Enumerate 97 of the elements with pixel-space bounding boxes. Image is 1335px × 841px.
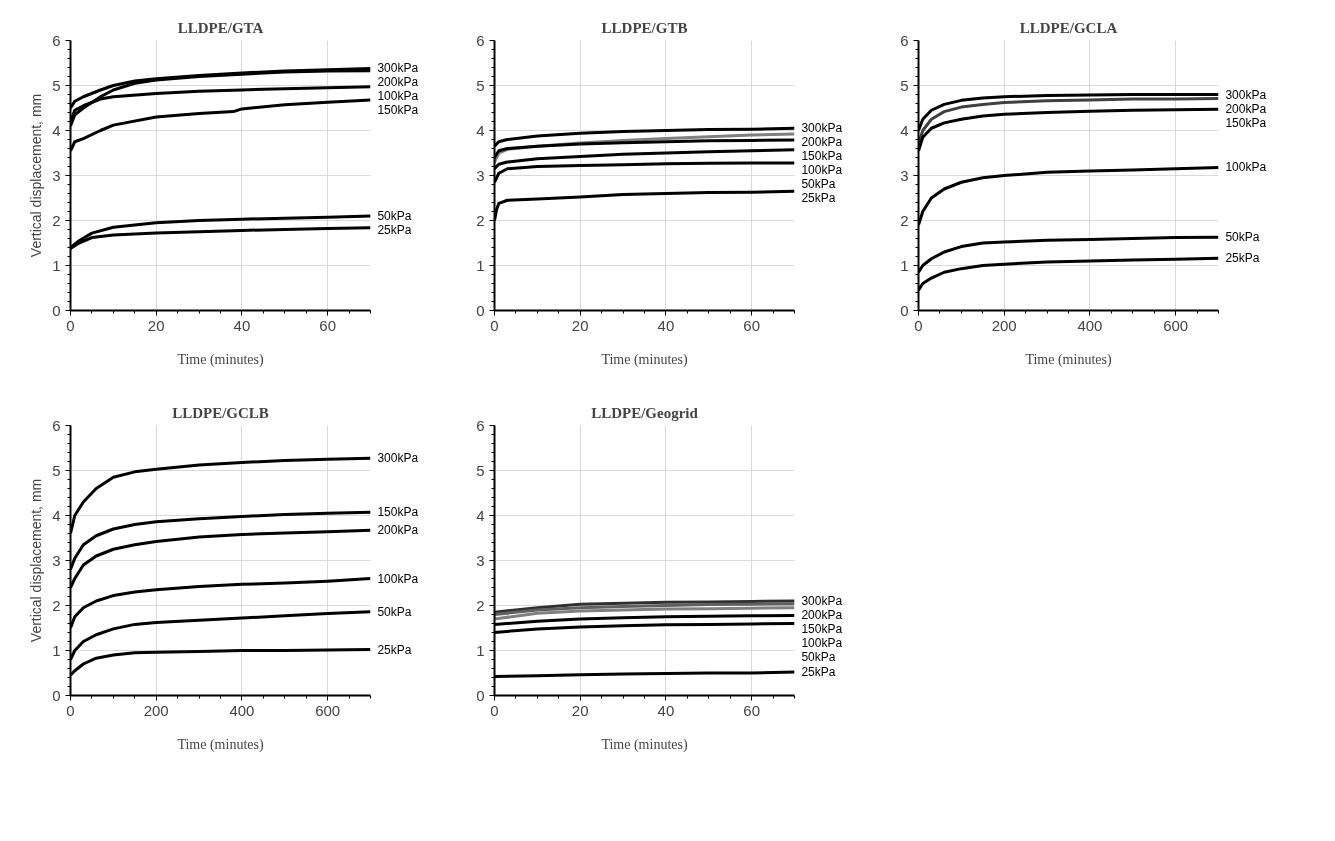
y-tick-label: 0	[900, 301, 909, 319]
x-tick-label: 0	[490, 316, 499, 334]
y-tick-label: 3	[52, 551, 61, 569]
series-label: 25kPa	[377, 223, 412, 237]
x-axis-title: Time (minutes)	[177, 351, 264, 368]
chart-title: LLDPE/Geogrid	[591, 404, 699, 421]
series-label: 200kPa	[1225, 101, 1267, 116]
x-axis-title: Time (minutes)	[1025, 351, 1112, 368]
x-tick-label: 40	[233, 316, 251, 334]
y-tick-label: 1	[52, 641, 61, 659]
x-tick-label: 20	[571, 701, 589, 719]
x-axis-title: Time (minutes)	[601, 351, 688, 368]
x-tick-label: 20	[147, 316, 165, 334]
x-tick-label: 20	[571, 316, 589, 334]
y-tick-label: 1	[52, 256, 61, 274]
series-label: 150kPa	[801, 622, 843, 636]
series-label: 200kPa	[377, 523, 419, 538]
y-tick-label: 4	[476, 506, 485, 524]
series-label: 25kPa	[801, 191, 836, 206]
x-tick-label: 0	[66, 701, 75, 719]
series-label: 200kPa	[801, 135, 843, 150]
chart-title: LLDPE/GTB	[601, 19, 688, 36]
series-label: 50kPa	[377, 209, 412, 223]
series-label: 50kPa	[801, 177, 836, 192]
y-tick-label: 5	[52, 76, 61, 94]
x-tick-label: 600	[1163, 316, 1189, 334]
chart-title: LLDPE/GCLB	[172, 404, 269, 421]
y-tick-label: 0	[52, 686, 61, 704]
x-tick-label: 60	[743, 701, 760, 719]
y-tick-label: 2	[52, 211, 61, 229]
series-label: 25kPa	[801, 665, 836, 680]
y-tick-label: 1	[900, 256, 909, 274]
series-label: 100kPa	[801, 163, 843, 178]
series-label: 25kPa	[1225, 251, 1260, 266]
series-label: 100kPa	[377, 571, 419, 586]
x-tick-label: 40	[657, 316, 675, 334]
y-tick-label: 5	[476, 76, 485, 94]
y-tick-label: 6	[900, 31, 909, 49]
y-tick-label: 0	[476, 686, 485, 704]
y-tick-label: 4	[52, 506, 61, 524]
x-tick-label: 600	[315, 701, 341, 719]
x-tick-label: 40	[657, 701, 675, 719]
x-tick-label: 200	[143, 701, 169, 719]
y-tick-label: 4	[52, 121, 61, 139]
x-tick-label: 60	[319, 316, 336, 334]
series-label: 50kPa	[377, 604, 412, 619]
series-label: 150kPa	[801, 149, 843, 164]
x-tick-label: 200	[991, 316, 1017, 334]
series-label: 200kPa	[801, 608, 843, 622]
y-tick-label: 2	[900, 211, 909, 229]
series-label: 200kPa	[377, 75, 419, 90]
series-label: 150kPa	[1225, 115, 1267, 130]
x-tick-label: 0	[914, 316, 923, 334]
x-tick-label: 400	[229, 701, 255, 719]
y-tick-label: 2	[476, 596, 485, 614]
y-tick-label: 1	[476, 641, 485, 659]
series-label: 100kPa	[801, 636, 843, 650]
y-tick-label: 6	[52, 416, 61, 434]
y-tick-label: 0	[52, 301, 61, 319]
series-label: 25kPa	[377, 642, 412, 657]
x-tick-label: 0	[66, 316, 75, 334]
y-axis-title: Vertical displacement, mm	[28, 93, 45, 258]
y-tick-label: 6	[52, 31, 61, 49]
x-axis-title: Time (minutes)	[177, 736, 264, 753]
x-axis-title: Time (minutes)	[601, 736, 688, 753]
y-tick-label: 5	[900, 76, 909, 94]
x-tick-label: 0	[490, 701, 499, 719]
y-tick-label: 4	[900, 121, 909, 139]
x-tick-label: 400	[1077, 316, 1103, 334]
series-label: 50kPa	[1225, 230, 1260, 245]
y-tick-label: 3	[476, 551, 485, 569]
y-tick-label: 4	[476, 121, 485, 139]
y-tick-label: 3	[900, 166, 909, 184]
x-tick-label: 60	[743, 316, 760, 334]
series-label: 300kPa	[1225, 87, 1267, 102]
y-tick-label: 3	[476, 166, 485, 184]
series-label: 300kPa	[801, 594, 843, 608]
series-label: 100kPa	[377, 89, 419, 104]
y-tick-label: 5	[52, 461, 61, 479]
y-axis-title: Vertical displacement, mm	[28, 478, 45, 643]
series-label: 150kPa	[377, 505, 419, 520]
series-label: 300kPa	[377, 61, 419, 76]
series-label: 300kPa	[801, 121, 843, 136]
y-tick-label: 2	[476, 211, 485, 229]
chart-title: LLDPE/GCLA	[1019, 19, 1118, 36]
y-tick-label: 0	[476, 301, 485, 319]
chart-title: LLDPE/GTA	[177, 19, 264, 36]
y-tick-label: 6	[476, 31, 485, 49]
y-tick-label: 1	[476, 256, 485, 274]
series-label: 300kPa	[377, 451, 419, 466]
y-tick-label: 5	[476, 461, 485, 479]
series-label: 150kPa	[377, 103, 419, 118]
series-label: 100kPa	[1225, 160, 1267, 175]
y-tick-label: 2	[52, 596, 61, 614]
text: 50kPa	[801, 650, 836, 664]
y-tick-label: 6	[476, 416, 485, 434]
y-tick-label: 3	[52, 166, 61, 184]
